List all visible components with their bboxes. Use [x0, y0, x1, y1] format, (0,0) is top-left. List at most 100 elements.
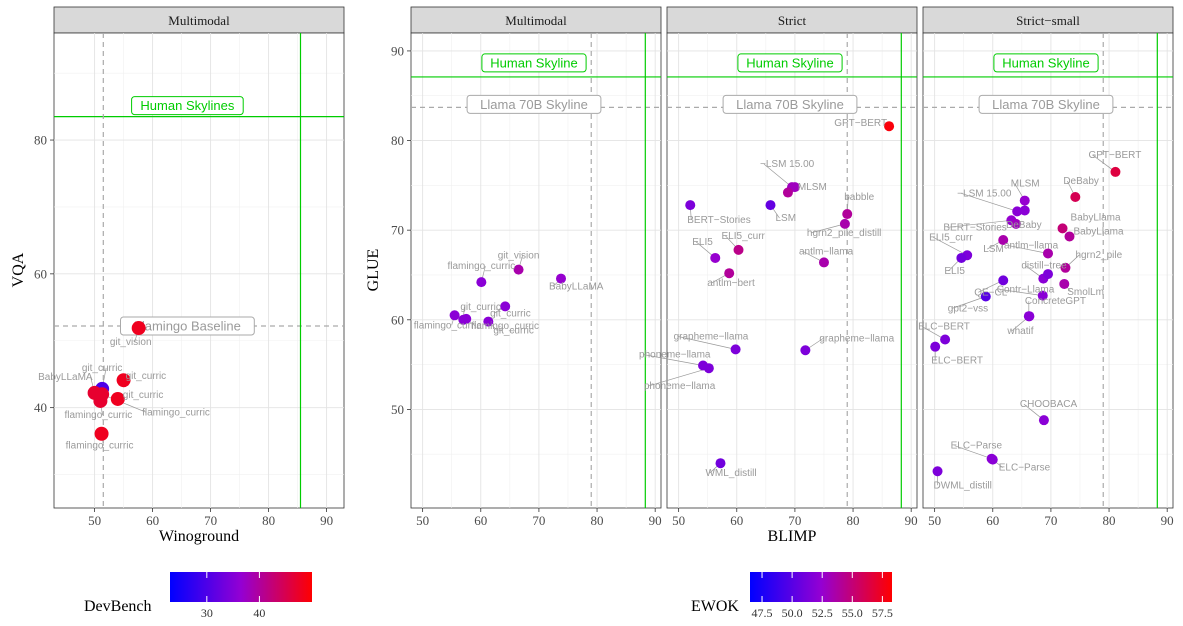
skyline-label-box [466, 94, 602, 114]
data-point [1110, 166, 1121, 177]
point-label: phoneme−llama [639, 350, 711, 361]
colorbar [750, 572, 892, 602]
x-tick-label: 60 [730, 513, 743, 528]
data-point [1043, 248, 1053, 259]
point-label: flamingo_curric [64, 410, 132, 421]
x-axis-title: Winoground [159, 528, 239, 545]
data-point [839, 218, 850, 229]
x-tick-label: 90 [649, 513, 662, 528]
point-label: ELC−BERT [918, 322, 970, 333]
skyline-label-box [978, 94, 1114, 114]
strip-bg [410, 6, 662, 34]
x-tick-label: 50 [416, 513, 429, 528]
data-point [1059, 278, 1070, 289]
data-point [715, 458, 726, 469]
point-label: grapheme−llama [819, 333, 894, 344]
point-label: BabyLLaMA [549, 282, 604, 293]
x-tick-label: 50 [928, 513, 941, 528]
skyline-label-box [120, 316, 255, 336]
point-label: BERT−Stories [943, 222, 1006, 233]
colorbar-tick-label: 30 [201, 606, 213, 620]
data-point [500, 301, 511, 312]
x-tick-label: 90 [1161, 513, 1174, 528]
data-point [476, 277, 487, 288]
data-point [110, 391, 125, 406]
data-point [685, 200, 696, 211]
strip-label: Multimodal [505, 13, 567, 28]
skyline-label: Human Skylines [140, 98, 234, 113]
point-label: hgrn2_pile_distill [807, 228, 882, 239]
data-point [884, 121, 895, 132]
data-point [818, 257, 829, 268]
point-label: git_curric [493, 326, 534, 337]
legend-ewok: EWOK 47.5 50.0 52.5 55.0 57.5 [691, 572, 893, 620]
colorbar-tick-label: 50.0 [782, 606, 803, 620]
data-point [932, 466, 943, 477]
strip-label: Strict [778, 13, 807, 28]
point-label: git_curric [460, 302, 501, 313]
point-label: ELI5 [692, 237, 713, 248]
data-point [449, 310, 460, 321]
x-tick-label: 80 [847, 513, 860, 528]
point-label: hgrn2_pile [1075, 250, 1122, 261]
point-label: babble [844, 192, 874, 203]
data-point [1070, 192, 1081, 203]
point-label: flamingo_curric [142, 407, 210, 418]
point-label: BabyLLaMA [38, 372, 93, 383]
data-point [1060, 262, 1071, 273]
point-label: whatif [1006, 326, 1033, 337]
strip-label: Multimodal [168, 13, 230, 28]
data-point [703, 363, 714, 374]
data-point [930, 341, 941, 352]
point-label: distill−tree [1021, 261, 1067, 272]
x-tick-label: 90 [320, 513, 333, 528]
skyline-label: Llama 70B Skyline [480, 97, 588, 112]
point-label: DeBaby [1063, 176, 1099, 187]
skyline-label: Llama 70B Skyline [736, 97, 844, 112]
x-tick-label: 50 [88, 513, 101, 528]
data-point [956, 252, 967, 263]
y-tick-label: 90 [391, 43, 404, 58]
data-point [513, 264, 524, 275]
point-label: BERT−Stories [687, 215, 750, 226]
data-point [940, 334, 951, 345]
data-point [94, 426, 109, 441]
data-point [483, 316, 494, 327]
point-label: antlm−llama [799, 246, 854, 257]
x-axis-title: BLIMP [768, 528, 817, 545]
point-label: BabyLlama [1074, 226, 1124, 237]
point-label: MLSM [798, 182, 827, 193]
panel-winoground-vqa: Multimodal Human Skylines Flamingo Baseli… [10, 6, 345, 545]
legend-title: DevBench [84, 598, 152, 615]
x-tick-label: 70 [1044, 513, 1057, 528]
data-point [733, 244, 744, 255]
label-leader [810, 223, 845, 234]
panel-blimp-glue-multimodal: Multimodal Human Skyline Llama 70B Skylin… [410, 6, 662, 509]
label-leader [947, 219, 1012, 228]
point-label: phoneme−llama [644, 381, 716, 392]
skyline-label-box [737, 53, 843, 73]
data-point [116, 373, 131, 388]
skyline-label-box [722, 94, 858, 114]
point-label: ELI5_curr [929, 232, 973, 243]
data-point [730, 344, 741, 355]
y-tick-label: 60 [34, 266, 47, 281]
colorbar-tick-label: 52.5 [812, 606, 833, 620]
label-leader [763, 163, 793, 188]
label-leader [954, 445, 992, 460]
data-point [842, 209, 853, 220]
x-tick-label: 80 [1103, 513, 1116, 528]
point-label: gpt2−vss [948, 303, 988, 314]
point-label: DWML_distill [934, 480, 992, 491]
point-label: git_curric [126, 371, 167, 382]
data-point [789, 182, 800, 193]
point-label: CHOOBACA [1020, 399, 1078, 410]
point-label: −LSM 15.00 [957, 188, 1012, 199]
y-axis-title: VQA [10, 252, 27, 287]
skyline-label: Human Skyline [490, 55, 577, 70]
data-point [1019, 195, 1030, 206]
skyline-label-box [481, 53, 587, 73]
y-tick-label: 40 [34, 400, 47, 415]
x-tick-label: 90 [905, 513, 918, 528]
colorbar-tick-label: 55.0 [842, 606, 863, 620]
